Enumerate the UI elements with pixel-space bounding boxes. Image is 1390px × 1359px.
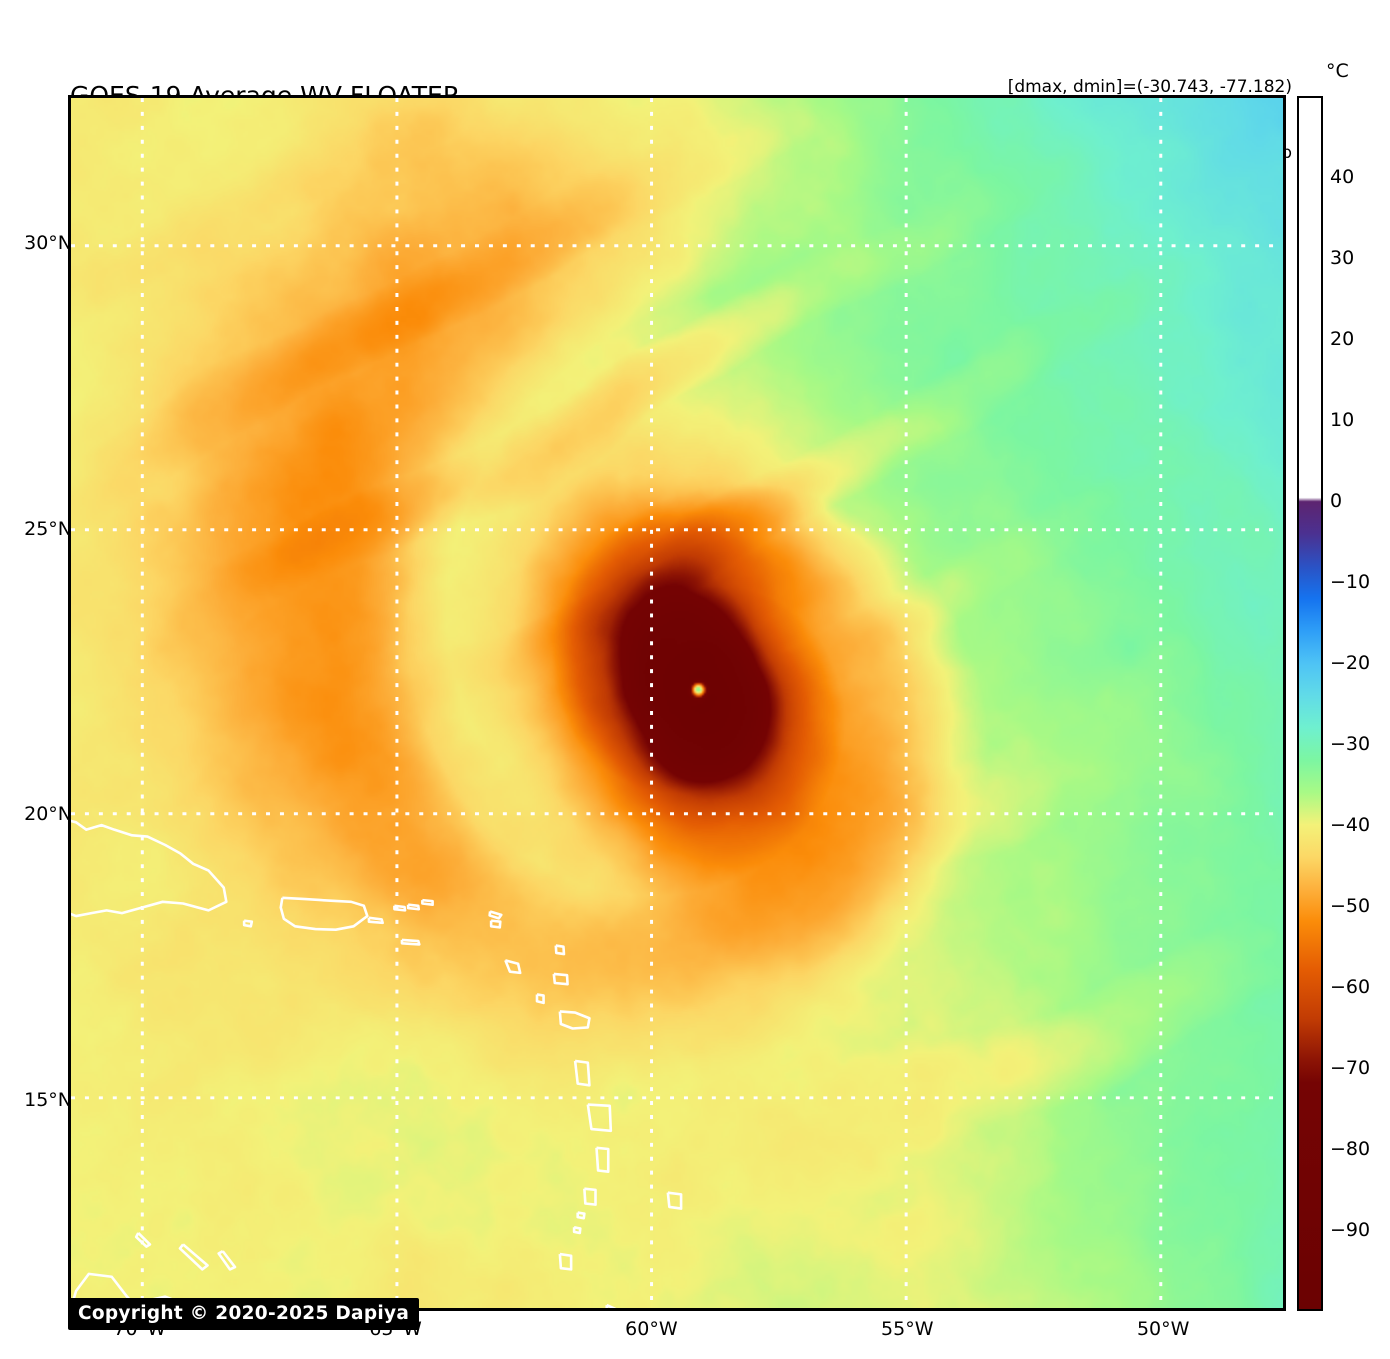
colorbar-tick-6: −20 [1330, 652, 1371, 674]
coastline-5 [394, 906, 405, 911]
data-range-label: [dmax, dmin]=(-30.743, -77.182) [1007, 77, 1292, 97]
coastline-28 [219, 1251, 235, 1269]
lat-tick-2: 20°N [24, 803, 72, 826]
coastline-2 [244, 921, 252, 927]
coastline-26 [136, 1233, 150, 1247]
colorbar-tick-3: 10 [1330, 409, 1355, 431]
water-vapor-imagery [71, 98, 1283, 1308]
colorbar-gradient [1299, 98, 1321, 1309]
colorbar-tick-8: −40 [1330, 814, 1371, 836]
coastline-12 [505, 960, 520, 973]
lon-tick-4: 50°W [1136, 1318, 1190, 1340]
colorbar-tick-5: −10 [1330, 571, 1371, 593]
coastline-6 [408, 905, 419, 909]
coastline-11 [554, 974, 568, 984]
coastline-17 [596, 1148, 608, 1172]
colorbar-unit-label: °C [1326, 60, 1349, 82]
coastline-13 [537, 994, 544, 1002]
coastline-4 [402, 940, 419, 944]
coastline-0 [71, 817, 226, 919]
coastline-22 [668, 1193, 681, 1209]
coastline-7 [422, 900, 432, 905]
coastline-16 [588, 1105, 611, 1131]
lat-lon-gridlines [71, 98, 1283, 1308]
copyright-watermark: Copyright © 2020-2025 Dapiya [68, 1298, 420, 1330]
colorbar-tick-9: −50 [1330, 895, 1371, 917]
coastline-21 [560, 1254, 571, 1269]
coastline-9 [491, 921, 500, 928]
coastline-15 [575, 1061, 589, 1085]
coastline-19 [578, 1213, 585, 1219]
coastline-3 [369, 918, 383, 923]
lat-tick-1: 25°N [24, 517, 72, 540]
satellite-image-panel[interactable] [68, 95, 1286, 1311]
coastline-1 [281, 898, 368, 930]
coastline-10 [556, 946, 564, 954]
lat-tick-0: 30°N [24, 232, 72, 255]
colorbar-tick-12: −80 [1330, 1138, 1371, 1160]
colorbar-tick-11: −70 [1330, 1057, 1371, 1079]
coastline-18 [584, 1189, 595, 1205]
colorbar-tick-2: 20 [1330, 328, 1355, 350]
colorbar-tick-10: −60 [1330, 976, 1371, 998]
coastline-14 [560, 1011, 590, 1028]
coastline-8 [490, 911, 502, 918]
colorbar-tick-13: −90 [1330, 1219, 1371, 1241]
lat-tick-3: 15°N [24, 1088, 72, 1111]
lon-tick-3: 55°W [881, 1318, 934, 1340]
lon-tick-2: 60°W [625, 1318, 678, 1340]
colorbar[interactable] [1297, 96, 1323, 1311]
coastline-27 [180, 1244, 208, 1269]
coastline-20 [574, 1227, 580, 1233]
colorbar-tick-0: 40 [1330, 166, 1355, 188]
colorbar-tick-1: 30 [1330, 247, 1355, 269]
colorbar-tick-4: 0 [1330, 490, 1343, 512]
colorbar-tick-7: −30 [1330, 733, 1371, 755]
